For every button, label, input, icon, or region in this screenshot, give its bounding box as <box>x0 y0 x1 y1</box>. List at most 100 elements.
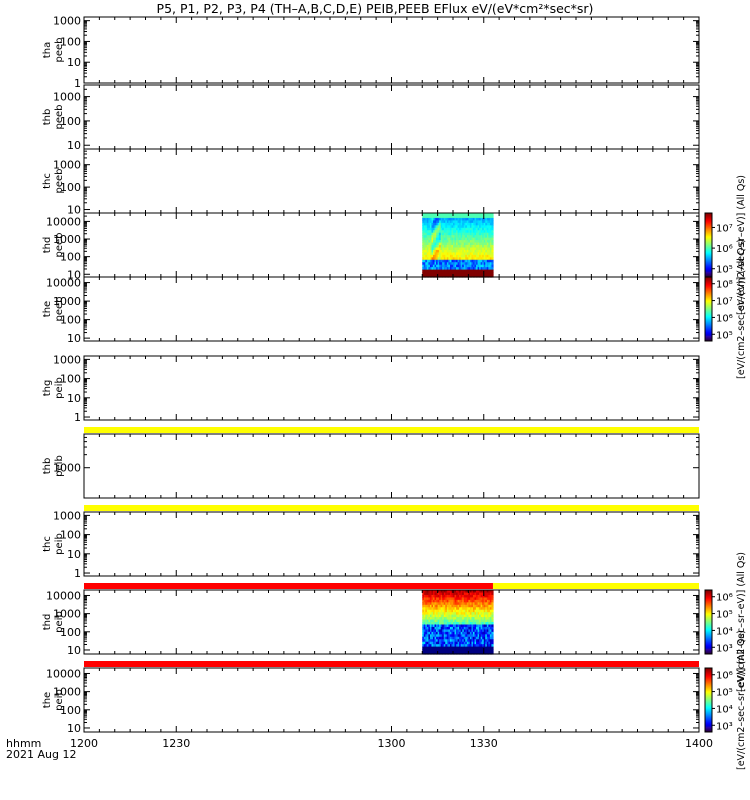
y-tick-label: 10000 <box>46 277 81 290</box>
panel-thd-peib: 10 100 1000 10000 thd peib 10³ 10⁴ 10⁵ 10⁶ [eV/(cm… <box>42 552 747 692</box>
y-tick-label: 10 <box>67 392 81 405</box>
panel-frame <box>83 276 700 342</box>
y-tick-label: 100 <box>60 251 81 264</box>
panel-label-probe: the <box>42 692 53 708</box>
y-tick-label: 10 <box>67 56 81 69</box>
panel-frame <box>83 16 700 84</box>
y-tick-label: 10 <box>67 139 81 152</box>
chart-title: P5, P1, P2, P3, P4 (TH–A,B,C,D,E) PEIB,P… <box>156 1 594 16</box>
colorbar-tick-label: 10⁷ <box>716 223 733 234</box>
y-tick-label: 10 <box>67 722 81 735</box>
panel-frame <box>83 84 700 150</box>
colorbar-label: [eV/(cm2–sec–sr–eV)] (All Qs) <box>736 630 747 770</box>
band-thg-peib <box>84 427 699 433</box>
y-tick-label: 1000 <box>53 608 81 621</box>
y-tick-label: 10 <box>67 644 81 657</box>
panel-label-product: peeb <box>54 233 65 258</box>
band-thb-peib <box>84 505 699 511</box>
y-tick-label: 1 <box>74 567 81 580</box>
y-tick-label: 1000 <box>53 233 81 246</box>
panel-label-product: peeb <box>54 105 65 130</box>
date-label: 2021 Aug 12 <box>6 748 77 761</box>
y-tick-label: 1000 <box>53 462 81 475</box>
panel-label-probe: thc <box>42 536 53 552</box>
panel-label-probe: thd <box>42 237 53 254</box>
y-tick-label: 1000 <box>53 91 81 104</box>
panel-label-product: peib <box>54 455 65 477</box>
y-tick-label: 100 <box>60 373 81 386</box>
panel-label-product: peeb <box>54 38 65 63</box>
band-thd-peib <box>84 661 699 667</box>
colorbar-tick-label: 10⁵ <box>716 265 733 276</box>
panel-label-product: peeb <box>54 169 65 194</box>
colorbar-tick-label: 10³ <box>716 643 733 654</box>
panel-label-product: peeb <box>54 297 65 322</box>
panel-label-probe: the <box>42 301 53 317</box>
y-tick-label: 1000 <box>53 159 81 172</box>
y-tick-label: 10 <box>67 332 81 345</box>
spectrogram-thd-peeb <box>422 213 494 278</box>
panel-thd-peeb: 10 100 1000 10000 thd peeb 10⁵ 10⁶ 10⁷ [eV/(cm2–s… <box>42 175 747 315</box>
colorbar-tick-label: 10⁴ <box>716 704 733 715</box>
colorbar-label: [eV/(cm2–sec–sr–eV)] (All Qs) <box>736 239 747 379</box>
y-tick-label: 10 <box>67 548 81 561</box>
y-tick-label: 100 <box>60 115 81 128</box>
y-tick-label: 1000 <box>53 509 81 522</box>
colorbar-tick-label: 10⁷ <box>716 297 733 308</box>
colorbar-tick-label: 10⁵ <box>716 610 733 621</box>
time-unit-label: hhmm <box>6 737 42 750</box>
colorbar-tick-label: 10⁸ <box>716 280 733 291</box>
y-tick-label: 1000 <box>53 295 81 308</box>
band-thc-peib <box>84 583 699 589</box>
panel-frame <box>83 589 700 655</box>
y-tick-label: 10 <box>67 268 81 281</box>
panel-label-probe: tha <box>42 42 53 58</box>
colorbar-tick-label: 10⁶ <box>716 671 733 682</box>
panel-frame <box>83 355 700 421</box>
y-tick-label: 10 <box>67 204 81 217</box>
x-tick-label: 1300 <box>378 737 406 750</box>
y-tick-label: 1000 <box>53 353 81 366</box>
y-tick-label: 10000 <box>46 589 81 602</box>
x-tick-label: 1330 <box>470 737 498 750</box>
colorbar-tick-label: 10⁶ <box>716 244 733 255</box>
y-tick-label: 10000 <box>46 215 81 228</box>
colorbar-thd-peib: 10³ 10⁴ 10⁵ 10⁶ [eV/(cm2–sec–sr–eV)] (All Qs… <box>704 552 747 692</box>
panel-thg-peib: 1 10 100 1000 thg peib <box>42 353 700 433</box>
x-tick-label: 1400 <box>685 737 713 750</box>
panel-label-product: peib <box>54 689 65 711</box>
colorbar-tick-label: 10⁶ <box>716 593 733 604</box>
colorbar-tick-label: 10³ <box>716 721 733 732</box>
y-tick-label: 100 <box>60 35 81 48</box>
panel-the-peib: 10 100 1000 10000 the peib 10³ 10⁴ 10⁵ 10⁶ [eV/(cm… <box>42 630 747 770</box>
colorbar-tick-label: 10⁶ <box>716 313 733 324</box>
colorbar-the-peib: 10³ 10⁴ 10⁵ 10⁶ [eV/(cm2–sec–sr–eV)] (All Qs… <box>704 630 747 770</box>
panel-label-product: peib <box>54 377 65 399</box>
panel-label-probe: thc <box>42 173 53 189</box>
spectrogram-thd-peib <box>422 590 494 655</box>
x-tick-label: 1200 <box>70 737 98 750</box>
y-tick-label: 10000 <box>46 667 81 680</box>
panel-label-probe: thb <box>42 109 53 126</box>
colorbar-the-peeb: 10⁵ 10⁶ 10⁷ 10⁸ [eV/(cm2–sec–sr–eV)] (All Qs… <box>704 239 747 379</box>
y-tick-label: 1000 <box>53 686 81 699</box>
panel-tha-peeb: 1 10 100 1000 tha peeb <box>42 15 700 90</box>
y-tick-label: 1 <box>74 411 81 424</box>
panel-frame <box>83 667 700 733</box>
panel-label-product: peib <box>54 611 65 633</box>
colorbar-label: [eV/(cm2–sec–sr–eV)] (All Qs) <box>736 175 747 315</box>
y-tick-label: 100 <box>60 181 81 194</box>
colorbar-tick-label: 10⁴ <box>716 626 733 637</box>
panel-the-peeb: 10 100 1000 10000 the peeb 10⁵ 10⁶ 10⁷ 10⁸ [eV/(cm… <box>42 239 747 379</box>
colorbar-label: [eV/(cm2–sec–sr–eV)] (All Qs) <box>736 552 747 692</box>
panel-frame <box>83 148 700 214</box>
x-tick-label: 1230 <box>162 737 190 750</box>
y-tick-label: 1000 <box>53 15 81 28</box>
y-tick-label: 100 <box>60 529 81 542</box>
panel-label-probe: thg <box>42 380 53 397</box>
panel-frame <box>83 433 700 499</box>
y-tick-label: 100 <box>60 314 81 327</box>
